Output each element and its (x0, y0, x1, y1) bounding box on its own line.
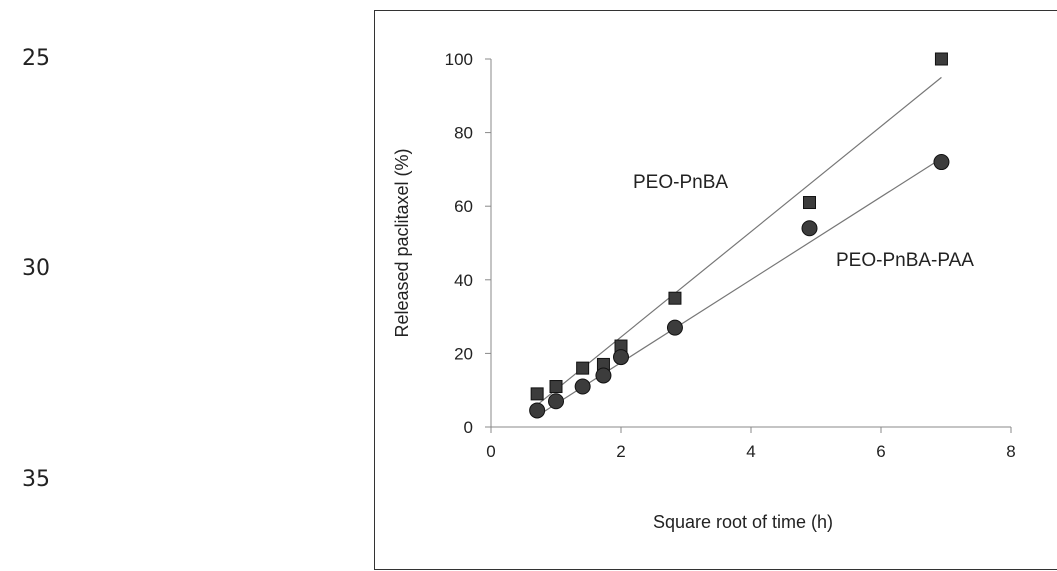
square-marker (576, 361, 590, 375)
circle-marker (574, 378, 591, 395)
line-number-25: 25 (22, 46, 50, 71)
square-marker (934, 52, 948, 66)
line-number-30: 30 (22, 256, 50, 281)
series-label-peo-pnba: PEO-PnBA (633, 172, 728, 193)
circle-marker (595, 367, 612, 384)
y-axis-title: Released paclitaxel (%) (392, 148, 412, 337)
series-label-peo-pnba-paa: PEO-PnBA-PAA (836, 250, 974, 271)
release-chart: 0 20 40 60 80 100 0 2 4 6 8 Square root of time (h… (392, 50, 1016, 532)
axes: 0 20 40 60 80 100 0 2 4 6 8 (445, 50, 1016, 461)
y-tick-label: 40 (454, 271, 473, 290)
y-tick-label: 0 (464, 418, 473, 437)
circle-marker (933, 154, 950, 171)
square-marker (549, 380, 563, 394)
circle-marker (801, 220, 818, 237)
x-tick-label: 0 (486, 442, 495, 461)
x-tick-label: 2 (616, 442, 625, 461)
y-tick-label: 80 (454, 124, 473, 143)
square-marker (803, 196, 816, 210)
trendline-series-0 (536, 76, 942, 406)
circle-marker (613, 349, 629, 366)
x-tick-label: 8 (1006, 442, 1015, 461)
square-marker (530, 387, 544, 401)
y-tick-label: 20 (454, 344, 473, 363)
data-markers (529, 52, 950, 419)
circle-marker (529, 402, 546, 419)
circle-marker (548, 393, 564, 410)
square-marker (668, 291, 682, 305)
circle-marker (666, 319, 683, 336)
x-axis-title: Square root of time (h) (653, 512, 833, 532)
line-number-35: 35 (22, 467, 50, 492)
chart-frame: 0 20 40 60 80 100 0 2 4 6 8 Square root of time (h… (374, 10, 1057, 570)
y-tick-label: 60 (454, 197, 473, 216)
x-tick-label: 6 (876, 442, 885, 461)
y-tick-label: 100 (445, 50, 473, 69)
x-tick-label: 4 (746, 442, 755, 461)
